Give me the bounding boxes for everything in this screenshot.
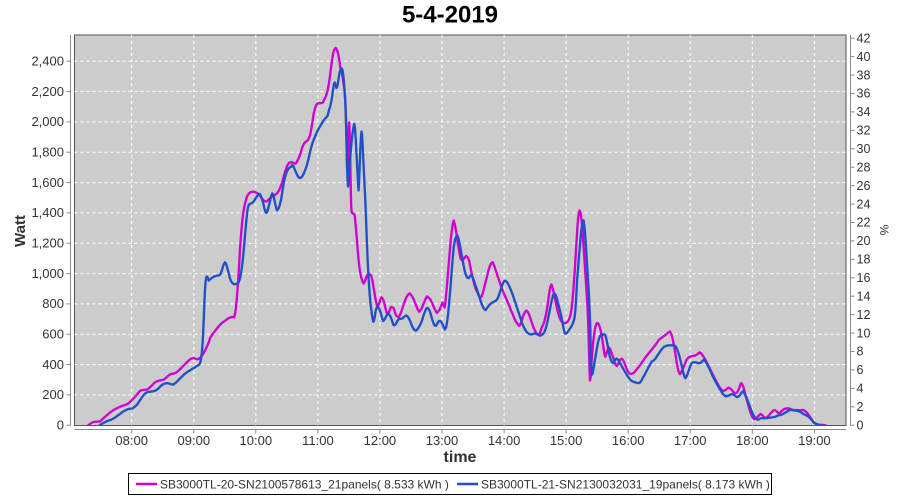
svg-text:18:00: 18:00 xyxy=(736,433,769,448)
svg-text:1,800: 1,800 xyxy=(31,145,64,160)
svg-text:2,400: 2,400 xyxy=(31,54,64,69)
svg-text:32: 32 xyxy=(857,124,871,138)
svg-text:10: 10 xyxy=(857,326,871,340)
svg-text:10:00: 10:00 xyxy=(240,433,273,448)
svg-text:0: 0 xyxy=(57,418,64,433)
svg-text:12: 12 xyxy=(857,308,871,322)
svg-text:22: 22 xyxy=(857,216,871,230)
svg-text:%: % xyxy=(877,225,891,236)
svg-text:14: 14 xyxy=(857,289,871,303)
svg-text:6: 6 xyxy=(857,363,864,377)
svg-text:11:00: 11:00 xyxy=(302,433,334,448)
svg-text:24: 24 xyxy=(857,197,871,211)
svg-text:8: 8 xyxy=(857,345,864,359)
svg-text:28: 28 xyxy=(857,160,871,174)
svg-text:16: 16 xyxy=(857,271,871,285)
svg-text:5-4-2019: 5-4-2019 xyxy=(402,2,498,29)
svg-text:13:00: 13:00 xyxy=(426,433,459,448)
svg-text:Watt: Watt xyxy=(12,215,29,247)
svg-text:600: 600 xyxy=(42,327,64,342)
svg-text:08:00: 08:00 xyxy=(115,433,148,448)
svg-text:20: 20 xyxy=(857,234,871,248)
svg-text:SB3000TL-20-SN2100578613_21pan: SB3000TL-20-SN2100578613_21panels( 8.533… xyxy=(160,478,449,492)
svg-text:19:00: 19:00 xyxy=(798,433,831,448)
svg-text:SB3000TL-21-SN2130032031_19pan: SB3000TL-21-SN2130032031_19panels( 8.173… xyxy=(481,478,770,492)
svg-text:38: 38 xyxy=(857,68,871,82)
svg-text:0: 0 xyxy=(857,418,864,432)
svg-text:34: 34 xyxy=(857,105,871,119)
svg-text:1,200: 1,200 xyxy=(31,236,64,251)
svg-text:36: 36 xyxy=(857,87,871,101)
svg-text:26: 26 xyxy=(857,179,871,193)
svg-text:12:00: 12:00 xyxy=(364,433,397,448)
svg-text:09:00: 09:00 xyxy=(178,433,211,448)
svg-text:4: 4 xyxy=(857,382,864,396)
svg-text:1,000: 1,000 xyxy=(31,266,64,281)
svg-text:15:00: 15:00 xyxy=(550,433,583,448)
svg-text:17:00: 17:00 xyxy=(674,433,707,448)
svg-text:400: 400 xyxy=(42,357,64,372)
svg-text:1,600: 1,600 xyxy=(31,175,64,190)
svg-text:42: 42 xyxy=(857,31,871,45)
svg-text:40: 40 xyxy=(857,50,871,64)
svg-text:2,000: 2,000 xyxy=(31,114,64,129)
svg-text:time: time xyxy=(444,449,477,466)
svg-text:30: 30 xyxy=(857,142,871,156)
svg-text:800: 800 xyxy=(42,296,64,311)
svg-text:2: 2 xyxy=(857,400,864,414)
svg-text:18: 18 xyxy=(857,253,871,267)
svg-text:2,200: 2,200 xyxy=(31,84,64,99)
svg-text:16:00: 16:00 xyxy=(612,433,645,448)
svg-text:14:00: 14:00 xyxy=(488,433,521,448)
svg-text:1,400: 1,400 xyxy=(31,205,64,220)
svg-text:200: 200 xyxy=(42,387,64,402)
